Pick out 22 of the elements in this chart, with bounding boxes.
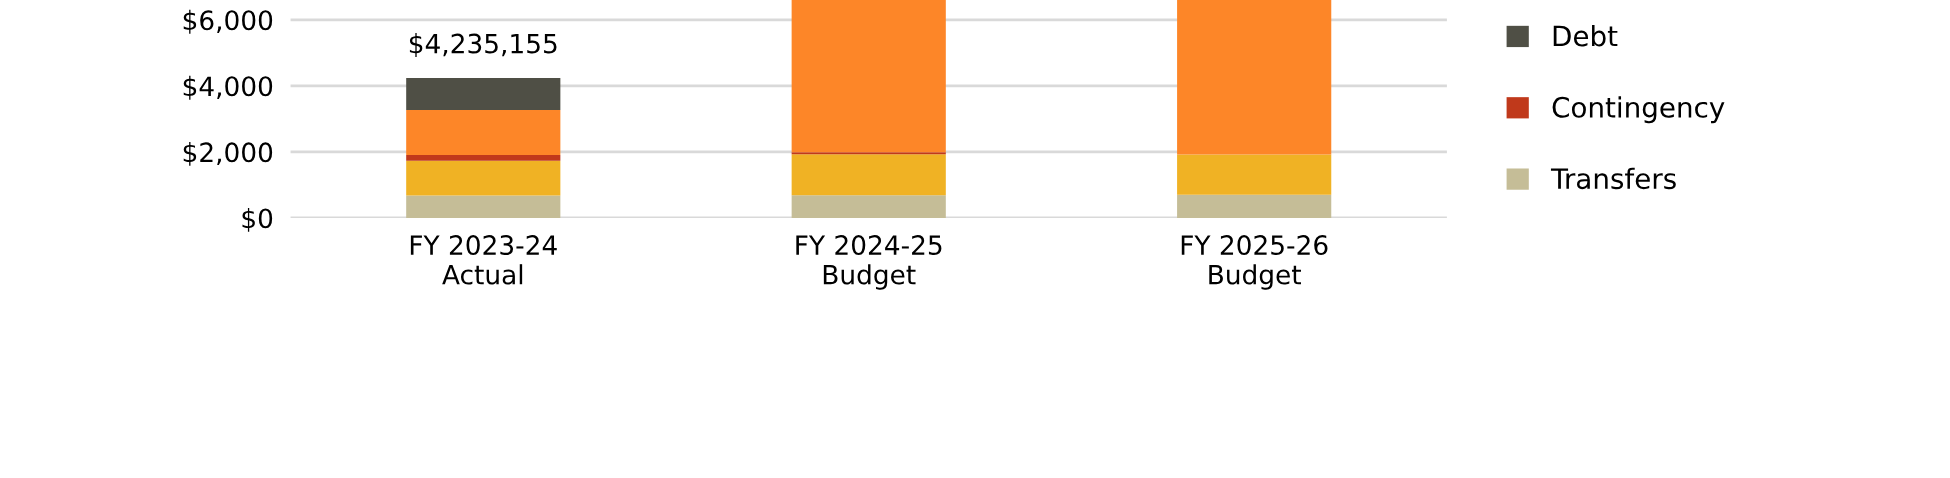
bar — [406, 195, 561, 218]
legend-label: Debt — [1553, 25, 1618, 47]
bar — [406, 160, 561, 196]
y-tick-label: $6,000 — [183, 9, 273, 34]
legend-label: Contingency — [1552, 96, 1725, 124]
bar — [406, 109, 561, 155]
x-tick-label: FY 2024-25 Budget — [796, 235, 942, 290]
y-tick-label: $0 — [242, 207, 273, 232]
bar — [406, 154, 561, 161]
y-tick-label: $4,000 — [183, 75, 273, 100]
bar — [406, 77, 561, 110]
bar — [791, 0, 946, 153]
bar — [1177, 154, 1332, 195]
y-tick-label: $2,000 — [183, 141, 273, 166]
x-tick-label: FY 2025-26 Budget — [1181, 235, 1328, 290]
bar — [791, 154, 946, 196]
x-tick-label: FY 2023-24 Actual — [410, 235, 557, 285]
bar — [791, 195, 946, 218]
legend-label: Transfers — [1550, 167, 1676, 190]
bar — [1177, 194, 1332, 218]
bar — [1177, 0, 1332, 155]
annotation: $4,235,155 — [409, 33, 557, 58]
